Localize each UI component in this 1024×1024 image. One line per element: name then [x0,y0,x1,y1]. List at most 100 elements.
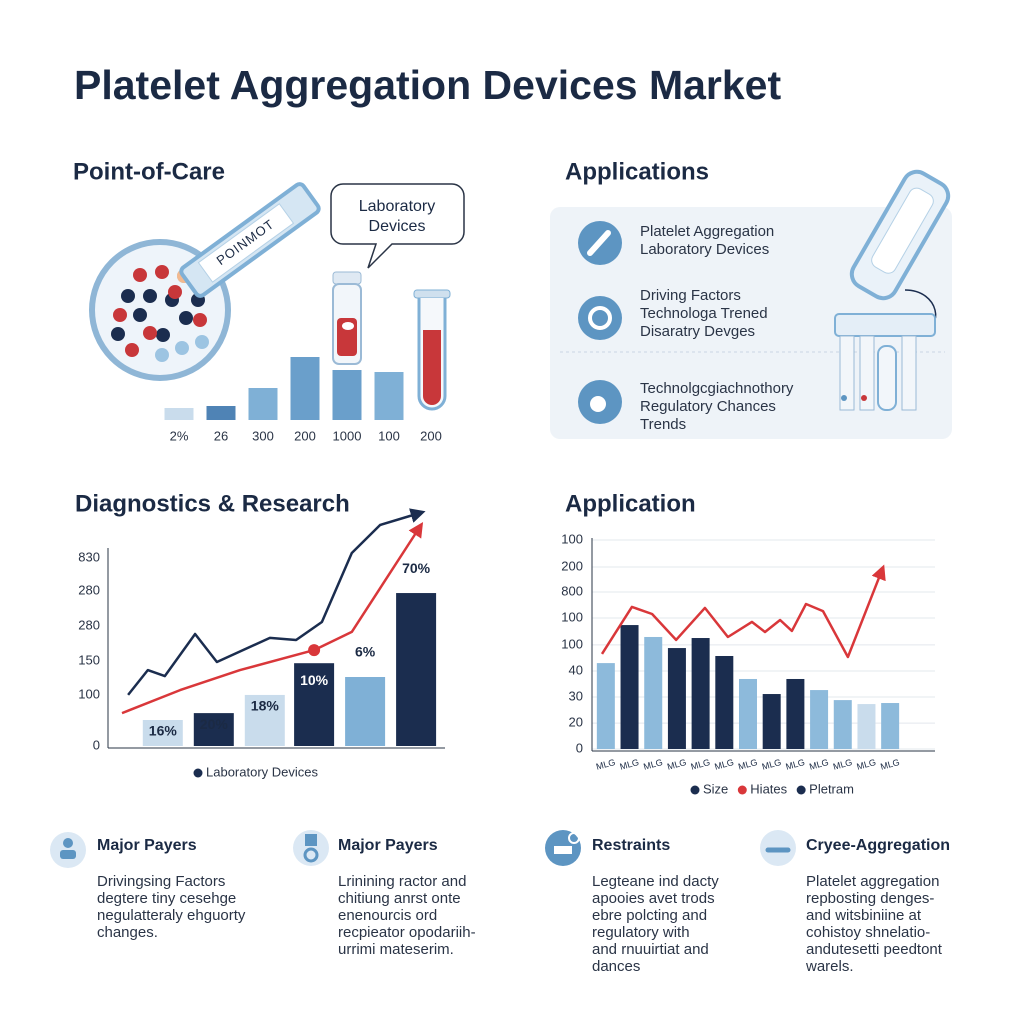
card-text: cohistoy shnelatio- [806,924,930,941]
y-tick-label: 100 [561,636,583,651]
card-text: chitiung anrst onte [338,890,461,907]
y-tick-label: 20 [569,715,583,730]
bar [294,663,335,746]
vial [332,271,362,365]
card-heading: Major Payers [97,837,197,854]
line-series [121,521,424,715]
bar [396,593,437,746]
bar [739,678,757,749]
y-tick-label: 150 [78,652,100,667]
bar [248,388,278,420]
application-text: Laboratory Devices [640,241,769,258]
legend-swatch [690,785,700,795]
x-tick-label: 200 [420,428,442,443]
application-text: Technologa Trened [640,305,768,322]
x-tick-label: 1000 [333,428,362,443]
y-tick-label: 280 [78,582,100,597]
bar [290,357,320,420]
card-text: enenourcis ord [338,907,437,924]
x-tick-label: 300 [252,428,274,443]
bar [374,372,404,420]
y-tick-label: 0 [93,737,100,752]
x-tick-label: MLG [690,757,711,772]
bar-annotation: 6% [355,644,376,660]
x-tick-label: 26 [214,428,228,443]
section-heading: Point-of-Care [73,158,225,185]
test-strip: POINMOT [179,182,321,298]
card-text: ebre polcting and [592,907,707,924]
bar-annotation: 10% [300,672,329,688]
card-text: dances [592,958,640,975]
bar-annotation: 18% [251,698,280,714]
bar [332,370,362,420]
card-text: andutesetti peedtont [806,941,943,958]
application-icons [578,221,622,424]
section-heading: Application [565,490,696,517]
callout-line: Devices [369,218,426,235]
y-tick-label: 200 [561,558,583,573]
bar [786,678,805,749]
x-tick-label: 2% [170,428,189,443]
card-heading: Cryee-Aggregation [806,837,950,854]
application-text: Driving Factors [640,287,741,304]
x-tick-label: MLG [713,757,734,772]
x-tick-label: MLG [785,757,806,772]
card-text: repbosting denges- [806,890,934,907]
bar-annotation: 70% [402,560,431,576]
x-tick-label: MLG [832,757,853,772]
y-tick-label: 100 [561,531,583,546]
card-heading: Restraints [592,837,670,854]
bar [644,636,663,749]
card-text: Drivingsing Factors [97,873,225,890]
card-text: urrimi mateserim. [338,941,454,958]
card-text: Platelet aggregation [806,873,939,890]
x-tick-label: MLG [595,757,616,772]
bar [667,648,686,749]
bar [881,703,900,749]
x-tick-label: 200 [294,428,316,443]
x-tick-label: 100 [378,428,400,443]
legend-label: Laboratory Devices [206,764,318,779]
callout: Laboratory Devices [330,183,465,269]
bar-annotation: 20% [200,716,229,732]
bar [345,677,386,746]
device-illustration [834,169,951,411]
card-text: regulatory with [592,924,690,941]
test-tube [413,289,451,411]
card-text: Legteane ind dacty [592,873,719,890]
line-series [600,564,886,659]
bar [193,713,234,746]
bar [244,694,285,746]
bar [164,408,194,420]
x-tick-label: MLG [879,757,900,772]
x-tick-label: MLG [737,757,758,772]
bar [142,720,183,746]
card-heading: Major Payers [338,837,438,854]
card-text: and rnuuirtiat and [592,941,709,958]
y-tick-label: 30 [569,688,583,703]
x-tick-label: MLG [642,757,663,772]
application-text: Platelet Aggregation [640,223,774,240]
x-tick-label: MLG [856,757,877,772]
x-tick-label: MLG [761,757,782,772]
bar [715,655,734,749]
x-tick-label: MLG [666,757,687,772]
application-text: Trends [640,416,686,433]
legend-swatch [193,768,203,778]
bar [596,663,615,749]
card-text: degtere tiny cesehge [97,890,236,907]
y-tick-label: 280 [78,617,100,632]
x-tick-label: MLG [808,757,829,772]
application-text: Regulatory Chances [640,398,776,415]
bar [691,638,710,749]
y-tick-label: 830 [78,550,100,565]
y-tick-label: 0 [576,740,583,755]
line-series [127,508,426,696]
card-text: apooies avet trods [592,890,715,907]
y-tick-label: 40 [569,662,583,677]
legend-label: Size [703,781,728,796]
card-text: and witsbiniine at [806,907,922,924]
y-tick-label: 100 [78,686,100,701]
